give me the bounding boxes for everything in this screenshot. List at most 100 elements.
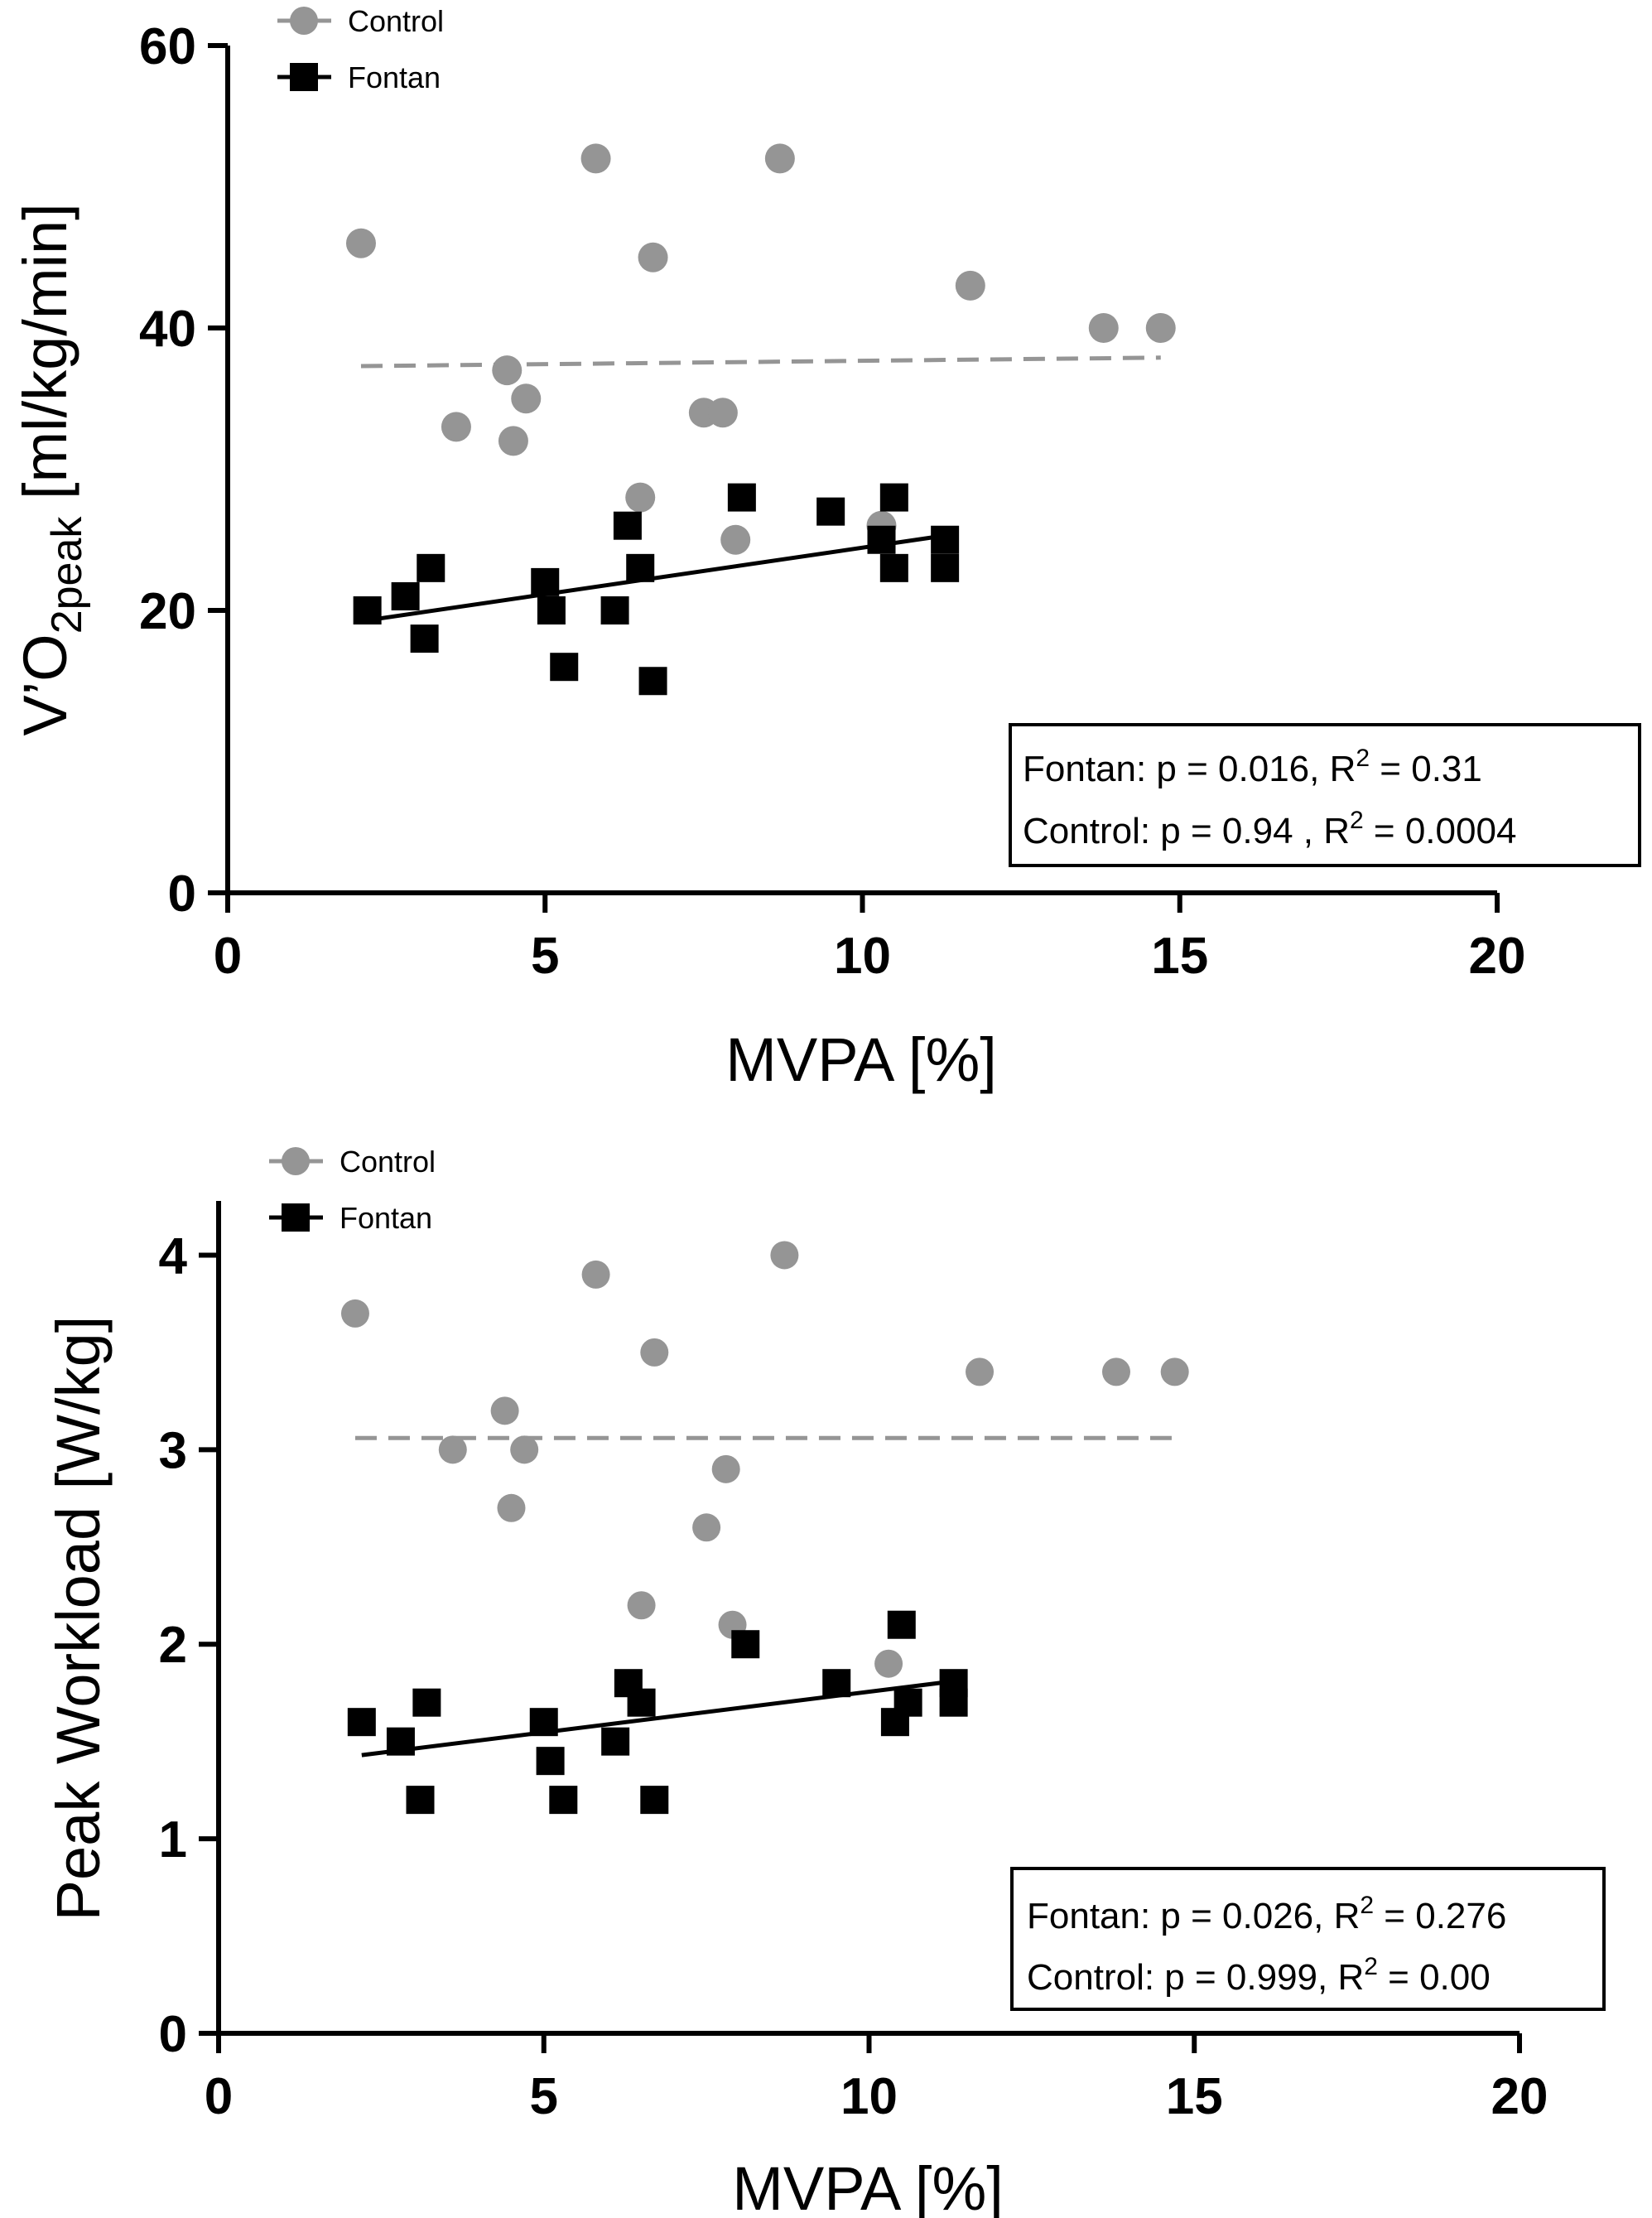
control-point — [692, 1513, 721, 1542]
control-point — [707, 398, 738, 428]
control-point — [1145, 313, 1176, 343]
fontan-point — [529, 1708, 558, 1737]
stats-1-fontan-value: = 0.31 — [1370, 749, 1482, 789]
y-tick-label: 4 — [159, 1227, 188, 1285]
x-tick-label: 5 — [530, 2068, 558, 2125]
y-tick-label: 0 — [159, 2006, 187, 2063]
stats-1-fontan-sup: 2 — [1356, 745, 1370, 772]
x-axis-label-1: MVPA [%] — [725, 1025, 997, 1094]
fontan-point — [613, 511, 642, 540]
fontan-point — [731, 1630, 760, 1659]
panel-peak-workload: Control Fontan 0 5 10 15 20 0 1 2 3 4 MVPA [%] P… — [44, 1145, 1606, 2218]
legend-control-label: Control — [348, 4, 444, 38]
fontan-point — [626, 553, 655, 582]
x-tick-label: 15 — [1166, 2068, 1223, 2125]
control-point — [720, 524, 751, 555]
y-tick-label: 2 — [159, 1617, 187, 1674]
y-tick-label: 0 — [168, 866, 196, 923]
control-point — [345, 228, 376, 258]
control-point — [492, 355, 523, 386]
x-tick-label: 10 — [840, 2068, 898, 2125]
fontan-point — [410, 624, 439, 653]
stats-1-control-sup: 2 — [1350, 807, 1364, 834]
control-point — [340, 1299, 369, 1328]
stats-2-control-value: = 0.00 — [1378, 1957, 1491, 1998]
control-point — [1101, 1357, 1130, 1386]
control-point — [441, 412, 471, 442]
control-fit-line — [360, 355, 1161, 369]
stats-box-1 — [1009, 723, 1641, 867]
control-point — [510, 1435, 539, 1464]
control-point — [497, 1493, 526, 1522]
fontan-point — [531, 567, 560, 596]
legend-fontan-label: Fontan — [348, 60, 441, 94]
x-tick-label: 0 — [205, 2068, 233, 2125]
legend-control-marker — [290, 7, 318, 35]
control-point — [627, 1591, 656, 1620]
control-point — [711, 1454, 740, 1483]
legend-1: Control Fontan — [277, 4, 444, 94]
x-tick-label: 15 — [1151, 928, 1208, 985]
fontan-point — [417, 553, 446, 582]
fontan-point — [867, 525, 896, 554]
fontan-point — [879, 553, 908, 582]
control-point — [955, 270, 985, 301]
stats-2-control-label: Control: p = 0.999, R — [1027, 1957, 1364, 1998]
control-point — [1160, 1357, 1189, 1386]
fontan-point — [727, 483, 756, 512]
fontan-point — [887, 1610, 916, 1639]
stats-1-fontan: Fontan: p = 0.016, R2 = 0.31 — [1023, 745, 1482, 789]
fontan-point — [601, 1727, 630, 1756]
control-point — [874, 1649, 903, 1678]
x-tick-label: 20 — [1469, 928, 1526, 985]
y-axis-label-1-unit: [ml/kg/min] — [11, 203, 79, 516]
control-point — [490, 1396, 519, 1425]
legend-fontan-marker — [282, 1203, 310, 1232]
panel-vo2peak: Control Fontan 0 5 10 15 20 0 20 40 60 MVPA [%]… — [11, 4, 1641, 1094]
stats-1-control-label: Control: p = 0.94 , R — [1023, 811, 1350, 851]
stats-2-fontan: Fontan: p = 0.026, R2 = 0.276 — [1027, 1892, 1506, 1936]
legend-2: Control Fontan — [269, 1145, 436, 1235]
fontan-point — [931, 553, 960, 582]
fontan-point — [822, 1669, 851, 1698]
fontan-point — [412, 1688, 441, 1717]
control-point — [966, 1357, 995, 1386]
fontan-point — [391, 581, 420, 610]
control-point — [438, 1435, 467, 1464]
fontan-point — [550, 653, 579, 682]
stats-box-2 — [1010, 1867, 1606, 2011]
fontan-point — [600, 596, 629, 624]
stats-2-fontan-label: Fontan: p = 0.026, R — [1027, 1896, 1360, 1936]
stats-2-fontan-sup: 2 — [1360, 1892, 1374, 1919]
y-axis-label-1: V’O2peak [ml/kg/min] — [11, 203, 91, 735]
legend-fontan-marker — [290, 63, 318, 91]
fontan-fit-line — [367, 533, 946, 623]
fontan-point — [816, 497, 845, 526]
fontan-point — [640, 1786, 669, 1815]
stats-2-control: Control: p = 0.999, R2 = 0.00 — [1027, 1953, 1491, 1998]
y-axis-label-1-main: V’O — [11, 634, 79, 735]
stats-1-control: Control: p = 0.94 , R2 = 0.0004 — [1023, 807, 1516, 851]
control-point — [1088, 313, 1119, 343]
control-point — [638, 242, 668, 272]
fontan-point — [879, 483, 908, 512]
fontan-point — [536, 1747, 565, 1776]
legend-control-label: Control — [340, 1145, 436, 1179]
fontan-point — [627, 1688, 656, 1717]
fontan-point — [939, 1688, 968, 1717]
x-tick-label: 10 — [834, 928, 891, 985]
fontan-point — [353, 596, 382, 624]
legend-fontan-label: Fontan — [340, 1201, 432, 1235]
y-tick-label: 60 — [139, 18, 196, 75]
control-point — [640, 1338, 669, 1367]
stats-1-fontan-label: Fontan: p = 0.016, R — [1023, 749, 1356, 789]
stats-2-fontan-value: = 0.276 — [1374, 1896, 1506, 1936]
x-tick-label: 5 — [531, 928, 559, 985]
y-axis-label-1-sub: 2peak — [43, 516, 91, 634]
x-tick-label: 0 — [214, 928, 242, 985]
stats-1-control-value: = 0.0004 — [1364, 811, 1517, 851]
stats-2-control-sup: 2 — [1364, 1953, 1378, 1980]
control-point — [764, 143, 795, 174]
fontan-point — [549, 1786, 578, 1815]
